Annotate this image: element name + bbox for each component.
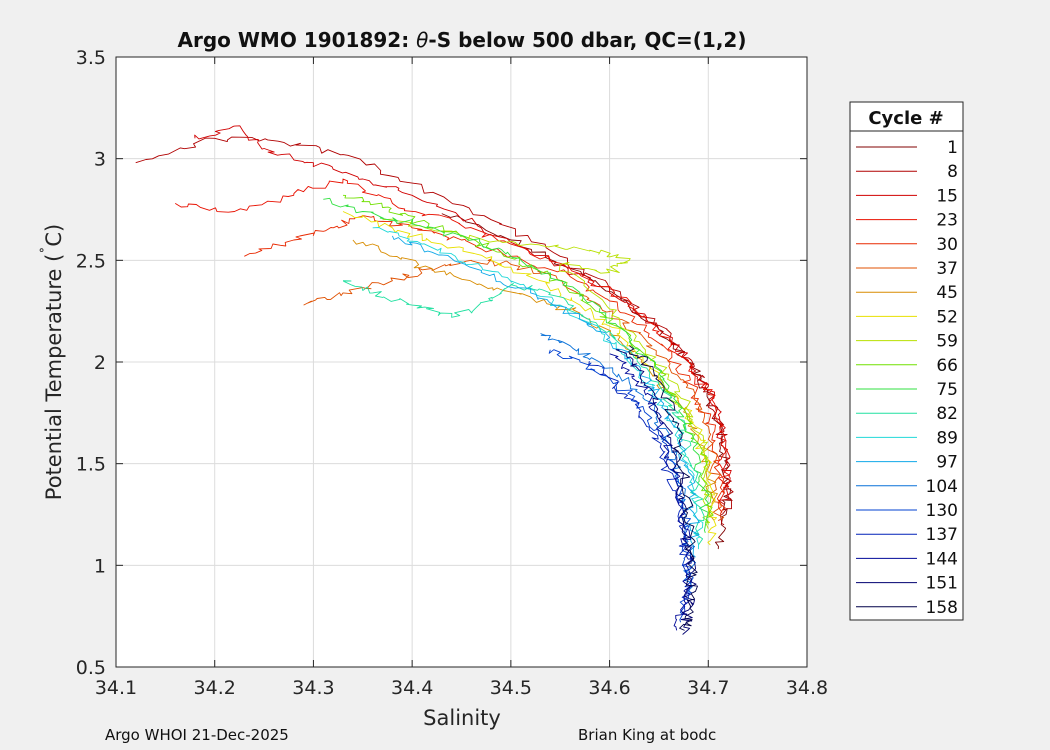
- series-line-30: [244, 215, 726, 515]
- legend-label-1: 1: [947, 138, 958, 158]
- legend-label-23: 23: [936, 211, 958, 231]
- x-tick-label: 34.4: [391, 677, 433, 699]
- x-tick-label: 34.1: [95, 677, 137, 699]
- legend-label-104: 104: [926, 477, 958, 497]
- legend-label-75: 75: [936, 380, 958, 400]
- y-tick-label: 1: [94, 555, 106, 577]
- legend-label-8: 8: [947, 162, 958, 182]
- series-line-151: [615, 349, 697, 635]
- legend-entries: 1 8 15 23 30 37 45 52 59 66 75 82 89 97 104 130 137 144 15…: [856, 138, 958, 618]
- series-line-23: [174, 178, 730, 513]
- legend-label-45: 45: [936, 283, 958, 303]
- series-line-45: [352, 239, 718, 521]
- y-tick-label: 2.5: [76, 250, 106, 272]
- series-line-1: [441, 213, 733, 550]
- x-tick-label: 34.8: [786, 677, 828, 699]
- legend-label-130: 130: [926, 501, 958, 521]
- series-line-89: [372, 227, 704, 550]
- y-axis-label: Potential Temperature (˚C): [39, 224, 66, 500]
- x-axis-label: Salinity: [423, 706, 501, 730]
- x-tick-label: 34.2: [194, 677, 236, 699]
- series-line-52: [342, 211, 718, 546]
- footer-author: Brian King at bodc: [578, 726, 717, 744]
- y-tick-label: 3: [94, 149, 106, 171]
- chart-title: Argo WMO 1901892: θ-S below 500 dbar, QC…: [178, 28, 747, 52]
- legend-label-158: 158: [926, 598, 958, 618]
- x-tick-label: 34.7: [687, 677, 729, 699]
- series-layer: [135, 125, 734, 635]
- y-tick-label: 0.5: [76, 657, 106, 679]
- series-line-130: [548, 349, 694, 623]
- series-line-82: [342, 280, 705, 546]
- series-line-15: [194, 125, 732, 505]
- x-tick-label: 34.6: [588, 677, 630, 699]
- x-tick-label: 34.5: [490, 677, 532, 699]
- legend-title: Cycle #: [868, 108, 943, 129]
- legend-label-37: 37: [936, 259, 958, 279]
- y-tick-label: 3.5: [76, 47, 106, 69]
- legend-label-15: 15: [936, 186, 958, 206]
- legend-label-151: 151: [926, 574, 958, 594]
- series-line-158: [628, 345, 698, 631]
- legend-label-144: 144: [926, 549, 958, 569]
- series-line-75: [323, 197, 710, 533]
- legend-label-59: 59: [936, 332, 958, 352]
- legend: Cycle # 1 8 15 23 30 37 45 52 59 66 75 82 89 97 104 130…: [849, 101, 964, 621]
- legend-label-82: 82: [936, 404, 958, 424]
- legend-box: [849, 101, 964, 621]
- legend-label-97: 97: [936, 453, 958, 473]
- series-line-37: [303, 258, 725, 521]
- x-tick-label: 34.3: [292, 677, 334, 699]
- footer-source: Argo WHOI 21-Dec-2025: [105, 726, 289, 744]
- y-tick-label: 1.5: [76, 454, 106, 476]
- grid: [116, 57, 807, 667]
- y-tick-label: 2: [94, 352, 106, 374]
- legend-label-30: 30: [936, 235, 958, 255]
- legend-label-137: 137: [926, 525, 958, 545]
- legend-label-66: 66: [936, 356, 958, 376]
- legend-label-89: 89: [936, 428, 958, 448]
- legend-label-52: 52: [936, 307, 958, 327]
- axis-ticks: 34.1 34.2 34.3 34.4 34.5 34.6 34.7 34.8 0.5 1 1.5 2…: [76, 47, 828, 699]
- series-line-59: [382, 218, 711, 529]
